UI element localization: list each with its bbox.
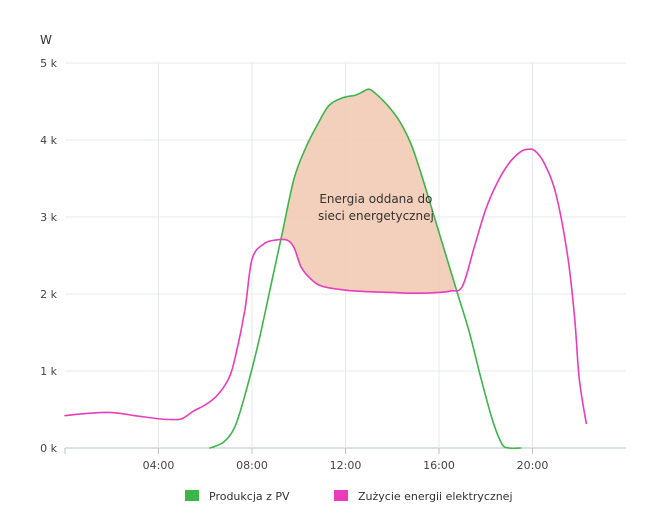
y-tick-label: 5 k: [40, 57, 57, 70]
annotation-line: sieci energetycznej: [318, 209, 434, 223]
legend-label-consumption: Zużycie energii elektrycznej: [358, 490, 513, 503]
y-tick-label: 0 k: [40, 442, 57, 455]
y-axis-unit-label: W: [40, 33, 52, 47]
axis-ticks: 0 k 1 k 2 k 3 k 4 k 5 k 04:00 08:00 12:00 16:00 20…: [40, 57, 548, 472]
legend: Produkcja z PV Zużycie energii elektryczn…: [185, 490, 513, 503]
annotation-exported-energy: Energia oddana do sieci energetycznej: [318, 192, 434, 223]
exported-energy-area: [280, 89, 456, 294]
x-tick-label: 08:00: [236, 459, 268, 472]
x-tick-label: 16:00: [423, 459, 455, 472]
annotation-line: Energia oddana do: [319, 192, 432, 206]
legend-swatch-pv: [185, 490, 199, 501]
series-line-pv-production: [209, 88, 522, 450]
x-tick-label: 20:00: [517, 459, 549, 472]
y-tick-label: 2 k: [40, 288, 57, 301]
series-lines: [64, 88, 588, 450]
y-tick-label: 3 k: [40, 211, 57, 224]
legend-label-pv: Produkcja z PV: [209, 490, 290, 503]
legend-swatch-consumption: [334, 490, 348, 501]
y-tick-label: 1 k: [40, 365, 57, 378]
y-tick-label: 4 k: [40, 134, 57, 147]
x-tick-label: 12:00: [330, 459, 362, 472]
x-tick-label: 04:00: [143, 459, 175, 472]
series-line-consumption: [64, 148, 588, 425]
